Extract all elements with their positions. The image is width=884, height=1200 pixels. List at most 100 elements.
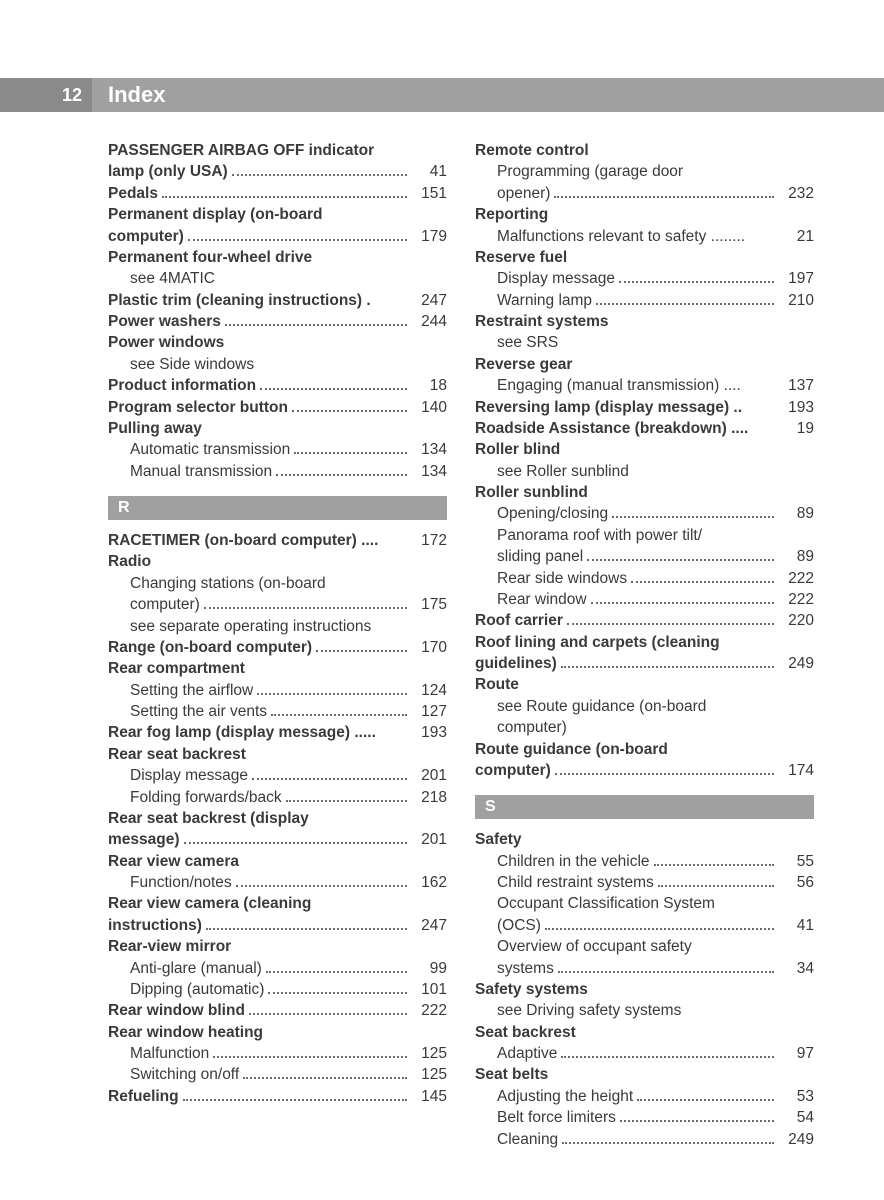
entry-page: 174	[778, 760, 814, 781]
entry-page: 99	[411, 958, 447, 979]
entry-text: Rear window	[475, 589, 587, 610]
entry-text: Manual transmission	[108, 461, 272, 482]
dot-leader	[596, 292, 774, 304]
index-entry: Roller sunblind	[475, 482, 814, 503]
entry-text: guidelines)	[475, 653, 557, 674]
entry-page: 101	[411, 979, 447, 1000]
entry-text: Roller blind	[475, 439, 560, 460]
entry-page: 41	[778, 915, 814, 936]
index-content: PASSENGER AIRBAG OFF indicatorlamp (only…	[108, 140, 814, 1150]
entry-text: Child restraint systems	[475, 872, 654, 893]
entry-page: 125	[411, 1064, 447, 1085]
index-entry: Permanent display (on-board	[108, 204, 447, 225]
index-entry: Setting the airflow124	[108, 680, 447, 701]
dot-leader	[184, 832, 407, 844]
index-entry: Rear compartment	[108, 658, 447, 679]
index-entry: Warning lamp210	[475, 290, 814, 311]
entry-page: 179	[411, 226, 447, 247]
dot-leader	[619, 271, 774, 283]
dot-leader	[380, 725, 407, 737]
index-entry: lamp (only USA)41	[108, 161, 447, 182]
entry-text: Refueling	[108, 1086, 179, 1107]
entry-page: 151	[411, 183, 447, 204]
entry-page: 249	[778, 653, 814, 674]
entry-page: 249	[778, 1129, 814, 1150]
entry-text: Reporting	[475, 204, 548, 225]
page-number-box: 12	[0, 78, 92, 112]
index-entry: Rear view camera (cleaning	[108, 893, 447, 914]
entry-page: 247	[411, 915, 447, 936]
entry-text: Rear view camera (cleaning	[108, 893, 311, 914]
entry-text: Anti-glare (manual)	[108, 958, 262, 979]
index-entry: guidelines) 249	[475, 653, 814, 674]
dot-leader	[558, 960, 774, 972]
entry-page: 19	[778, 418, 814, 439]
index-entry: computer)	[475, 717, 814, 738]
index-entry: see SRS	[475, 332, 814, 353]
entry-text: Rear fog lamp (display message) .....	[108, 722, 376, 743]
entry-text: Children in the vehicle	[475, 851, 650, 872]
entry-page: 193	[411, 722, 447, 743]
entry-text: systems	[475, 958, 554, 979]
entry-text: Malfunction	[108, 1043, 209, 1064]
index-entry: systems34	[475, 958, 814, 979]
index-entry: RACETIMER (on-board computer) ....172	[108, 530, 447, 551]
entry-text: Program selector button	[108, 397, 288, 418]
entry-text: Display message	[108, 765, 248, 786]
entry-text: Rear-view mirror	[108, 936, 231, 957]
index-entry: Rear window222	[475, 589, 814, 610]
index-entry: Manual transmission134	[108, 461, 447, 482]
entry-text: Route guidance (on-board	[475, 739, 668, 760]
index-entry: Rear view camera	[108, 851, 447, 872]
entry-text: Programming (garage door	[475, 161, 683, 182]
index-entry: Pulling away	[108, 418, 447, 439]
entry-page: 140	[411, 397, 447, 418]
index-entry: Anti-glare (manual) 99	[108, 958, 447, 979]
index-entry: Rear window heating	[108, 1022, 447, 1043]
page-number: 12	[62, 85, 82, 106]
index-entry: see 4MATIC	[108, 268, 447, 289]
dot-leader	[658, 875, 774, 887]
index-entry: see separate operating instructions	[108, 616, 447, 637]
dot-leader	[316, 639, 407, 651]
index-entry: Permanent four-wheel drive	[108, 247, 447, 268]
dot-leader	[292, 399, 407, 411]
entry-text: see Roller sunblind	[475, 461, 629, 482]
entry-text: Safety systems	[475, 979, 588, 1000]
entry-text: Rear seat backrest (display	[108, 808, 309, 829]
entry-text: see Side windows	[108, 354, 254, 375]
entry-text: Rear compartment	[108, 658, 245, 679]
entry-text: Rear side windows	[475, 568, 627, 589]
entry-page: 18	[411, 375, 447, 396]
entry-text: Changing stations (on-board	[108, 573, 326, 594]
entry-text: computer)	[108, 226, 184, 247]
index-entry: Range (on-board computer)170	[108, 637, 447, 658]
index-entry: Display message197	[475, 268, 814, 289]
dot-leader	[162, 185, 407, 197]
index-entry: Route	[475, 674, 814, 695]
index-entry: Seat backrest	[475, 1022, 814, 1043]
index-entry: Roof lining and carpets (cleaning	[475, 632, 814, 653]
index-entry: computer)174	[475, 760, 814, 781]
entry-text: Product information	[108, 375, 256, 396]
entry-text: PASSENGER AIRBAG OFF indicator	[108, 140, 374, 161]
index-entry: Radio	[108, 551, 447, 572]
section-letter: S	[475, 795, 814, 819]
entry-page: 218	[411, 787, 447, 808]
entry-page: 53	[778, 1086, 814, 1107]
dot-leader	[545, 917, 774, 929]
entry-text: Adaptive	[475, 1043, 557, 1064]
entry-page: 197	[778, 268, 814, 289]
entry-page: 54	[778, 1107, 814, 1128]
index-entry: sliding panel89	[475, 546, 814, 567]
index-entry: PASSENGER AIRBAG OFF indicator	[108, 140, 447, 161]
index-entry: computer)175	[108, 594, 447, 615]
index-entry: Remote control	[475, 140, 814, 161]
dot-leader	[654, 853, 774, 865]
entry-text: Opening/closing	[475, 503, 608, 524]
entry-text: (OCS)	[475, 915, 541, 936]
index-entry: Route guidance (on-board	[475, 739, 814, 760]
entry-text: see 4MATIC	[108, 268, 215, 289]
dot-leader	[183, 1088, 407, 1100]
entry-page: 170	[411, 637, 447, 658]
